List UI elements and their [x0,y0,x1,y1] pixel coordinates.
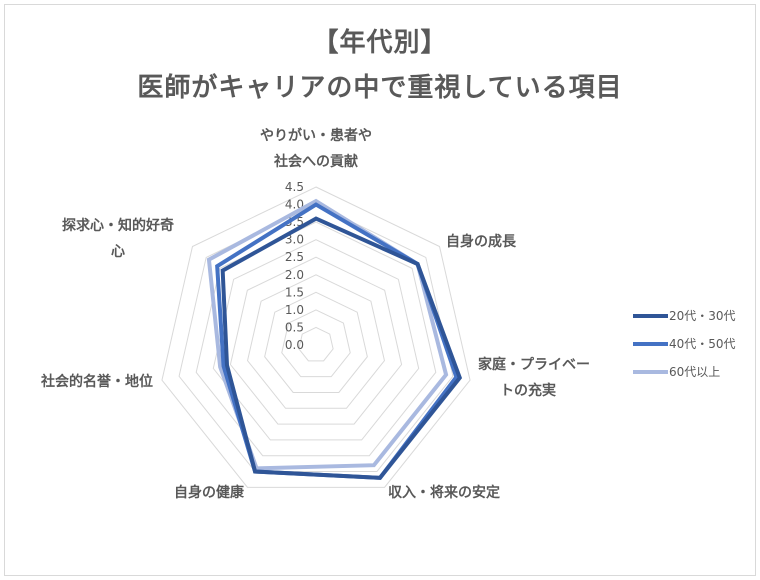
grid-ring [195,221,437,457]
grid-ring [161,186,471,488]
chart-area [4,4,756,576]
legend-label: 20代・30代 [669,309,736,323]
category-label: 自身の健康 [174,484,245,501]
grid-ring [264,291,368,393]
radar-series [206,198,463,480]
tick-label: 1.5 [285,285,304,299]
grid-ring [229,256,403,425]
grid-ring [298,326,334,362]
category-label: 家庭・プライベー [478,356,590,373]
category-label: 収入・将来の安定 [388,484,500,501]
category-label: 心 [111,244,125,260]
tick-label: 2.5 [285,250,304,264]
category-label: 探求心・知的好奇 [62,217,174,234]
tick-label: 2.0 [285,268,304,282]
legend: 20代・30代 40代・50代 60代以上 [633,309,736,379]
radial-tick-labels: 0.00.51.01.52.02.53.03.54.04.5 [285,180,304,352]
grid-ring [212,239,420,441]
series-line [215,202,459,480]
chart-subtitle: 医師がキャリアの中で重視している項目 [137,73,623,103]
legend-label: 40代・50代 [669,337,736,351]
category-label: 社会的名誉・地位 [40,373,153,390]
tick-label: 0.5 [285,320,304,334]
grid-ring [246,274,386,409]
category-label: 社会への貢献 [273,153,358,170]
category-label: やりがい・患者や [260,127,372,144]
tick-label: 1.0 [285,303,304,317]
legend-label: 60代以上 [669,365,720,379]
tick-label: 3.0 [285,233,304,247]
tick-label: 4.5 [285,180,304,194]
grid-ring [281,309,351,378]
category-label: 自身の成長 [446,233,517,250]
category-label: トの充実 [500,382,556,399]
radar-grid [161,186,471,488]
tick-label: 3.5 [285,215,304,229]
grid-ring [178,204,454,473]
tick-label: 0.0 [285,338,304,352]
series-line [220,216,463,480]
chart-title: 【年代別】 [312,28,448,58]
